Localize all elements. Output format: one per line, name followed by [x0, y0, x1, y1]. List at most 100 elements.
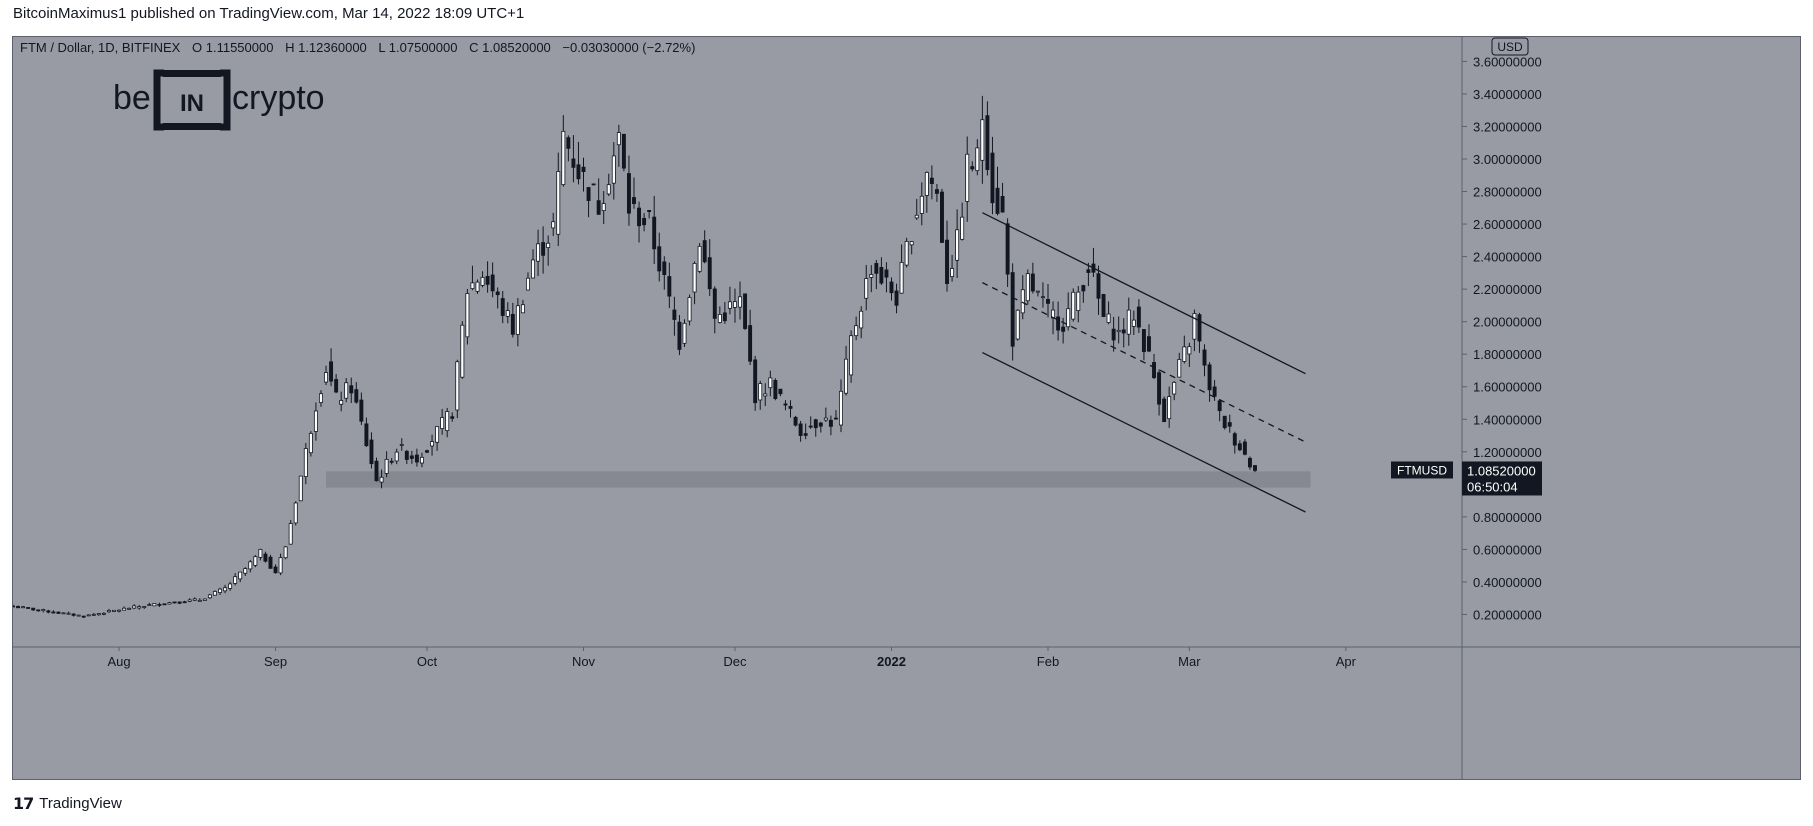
candle	[945, 220, 949, 292]
price-tick-label: 2.00000000	[1473, 315, 1542, 330]
candle	[510, 302, 515, 338]
candle	[419, 452, 424, 468]
candle	[1081, 284, 1086, 303]
candle	[233, 573, 238, 586]
beincrypto-watermark: be IN crypto	[113, 69, 325, 131]
price-tick-label: 0.80000000	[1473, 510, 1542, 525]
candle	[965, 136, 970, 222]
legend-c-value: 1.08520000	[482, 40, 551, 55]
watermark-crypto: crypto	[232, 79, 325, 117]
candle	[1025, 269, 1030, 305]
price-tick-label: 2.40000000	[1473, 250, 1542, 265]
time-tick-label: Dec	[723, 654, 747, 669]
candle	[864, 264, 869, 311]
candle	[1071, 288, 1076, 322]
candle	[1131, 310, 1136, 335]
candle	[505, 302, 510, 324]
candle	[616, 124, 621, 167]
candle	[677, 315, 682, 356]
candle	[561, 115, 566, 187]
price-tick-label: 1.80000000	[1473, 347, 1542, 362]
candle	[914, 198, 919, 220]
candle	[41, 608, 46, 613]
price-chart[interactable]: 0.20000000 0.40000000 0.60000000 0.80000000…	[13, 37, 1800, 779]
candle	[112, 609, 116, 613]
candle	[369, 432, 374, 469]
chart-frame[interactable]: 0.20000000 0.40000000 0.60000000 0.80000000…	[12, 36, 1801, 780]
tradingview-logo-icon: 17	[13, 794, 34, 813]
candle	[899, 244, 904, 294]
candle	[354, 382, 359, 404]
price-tick-label: 3.20000000	[1473, 119, 1542, 134]
candle	[768, 370, 773, 397]
candle	[1182, 335, 1187, 364]
candle	[430, 434, 435, 456]
candle	[642, 212, 647, 232]
candle	[1066, 292, 1071, 331]
candle	[1167, 386, 1172, 428]
candle	[16, 605, 21, 609]
candle	[1222, 415, 1227, 430]
candle	[273, 564, 278, 574]
candle	[329, 348, 334, 387]
candle	[288, 520, 293, 545]
candle	[823, 407, 828, 422]
current-price-tag: FTMUSD 1.08520000 06:50:04	[1391, 461, 1542, 496]
candle	[955, 209, 960, 278]
candle	[1197, 312, 1202, 353]
candle	[278, 553, 283, 576]
channel-lower-line[interactable]	[982, 351, 1306, 513]
candle	[859, 306, 864, 339]
candle	[425, 449, 429, 454]
candle	[1202, 344, 1207, 377]
candle	[667, 262, 672, 309]
candle	[596, 178, 601, 215]
candle	[1056, 301, 1061, 341]
candle	[465, 288, 470, 345]
candle	[1116, 316, 1121, 344]
candle	[409, 450, 414, 464]
candle	[364, 417, 369, 447]
candle	[1096, 265, 1101, 315]
candle	[207, 593, 212, 600]
channel-upper-line[interactable]	[982, 212, 1306, 375]
candle	[924, 171, 929, 213]
candle	[929, 165, 934, 200]
channel-middle-line[interactable]	[982, 282, 1306, 443]
legend-change: −0.03030000 (−2.72%)	[562, 40, 695, 55]
candle	[753, 355, 758, 411]
candle	[490, 262, 495, 298]
candle	[243, 567, 248, 577]
candle	[182, 600, 187, 604]
candle	[743, 293, 748, 331]
candle	[551, 212, 556, 236]
candle	[1126, 297, 1131, 346]
candle	[793, 415, 798, 427]
candle	[389, 458, 394, 465]
candle	[828, 415, 833, 436]
time-tick-label: Feb	[1037, 654, 1059, 669]
legend-c-label: C	[469, 40, 478, 55]
candle	[803, 423, 808, 440]
candle	[349, 377, 354, 403]
legend-h-label: H	[285, 40, 294, 55]
candle	[1106, 301, 1111, 325]
candle	[672, 296, 677, 336]
candle	[359, 392, 364, 425]
candle	[485, 261, 490, 293]
candle	[36, 609, 41, 612]
currency-badge-label: USD	[1497, 40, 1523, 54]
candle	[1227, 414, 1232, 433]
candle	[1101, 293, 1106, 318]
candle	[546, 235, 551, 266]
candle	[324, 365, 328, 386]
candle	[536, 229, 541, 277]
candle	[263, 551, 268, 563]
candle	[576, 141, 581, 185]
candle	[445, 407, 450, 438]
candle	[399, 438, 404, 451]
currency-badge[interactable]: USD	[1491, 37, 1529, 56]
candle	[172, 601, 177, 604]
candle	[1177, 352, 1182, 378]
candle	[81, 615, 86, 619]
